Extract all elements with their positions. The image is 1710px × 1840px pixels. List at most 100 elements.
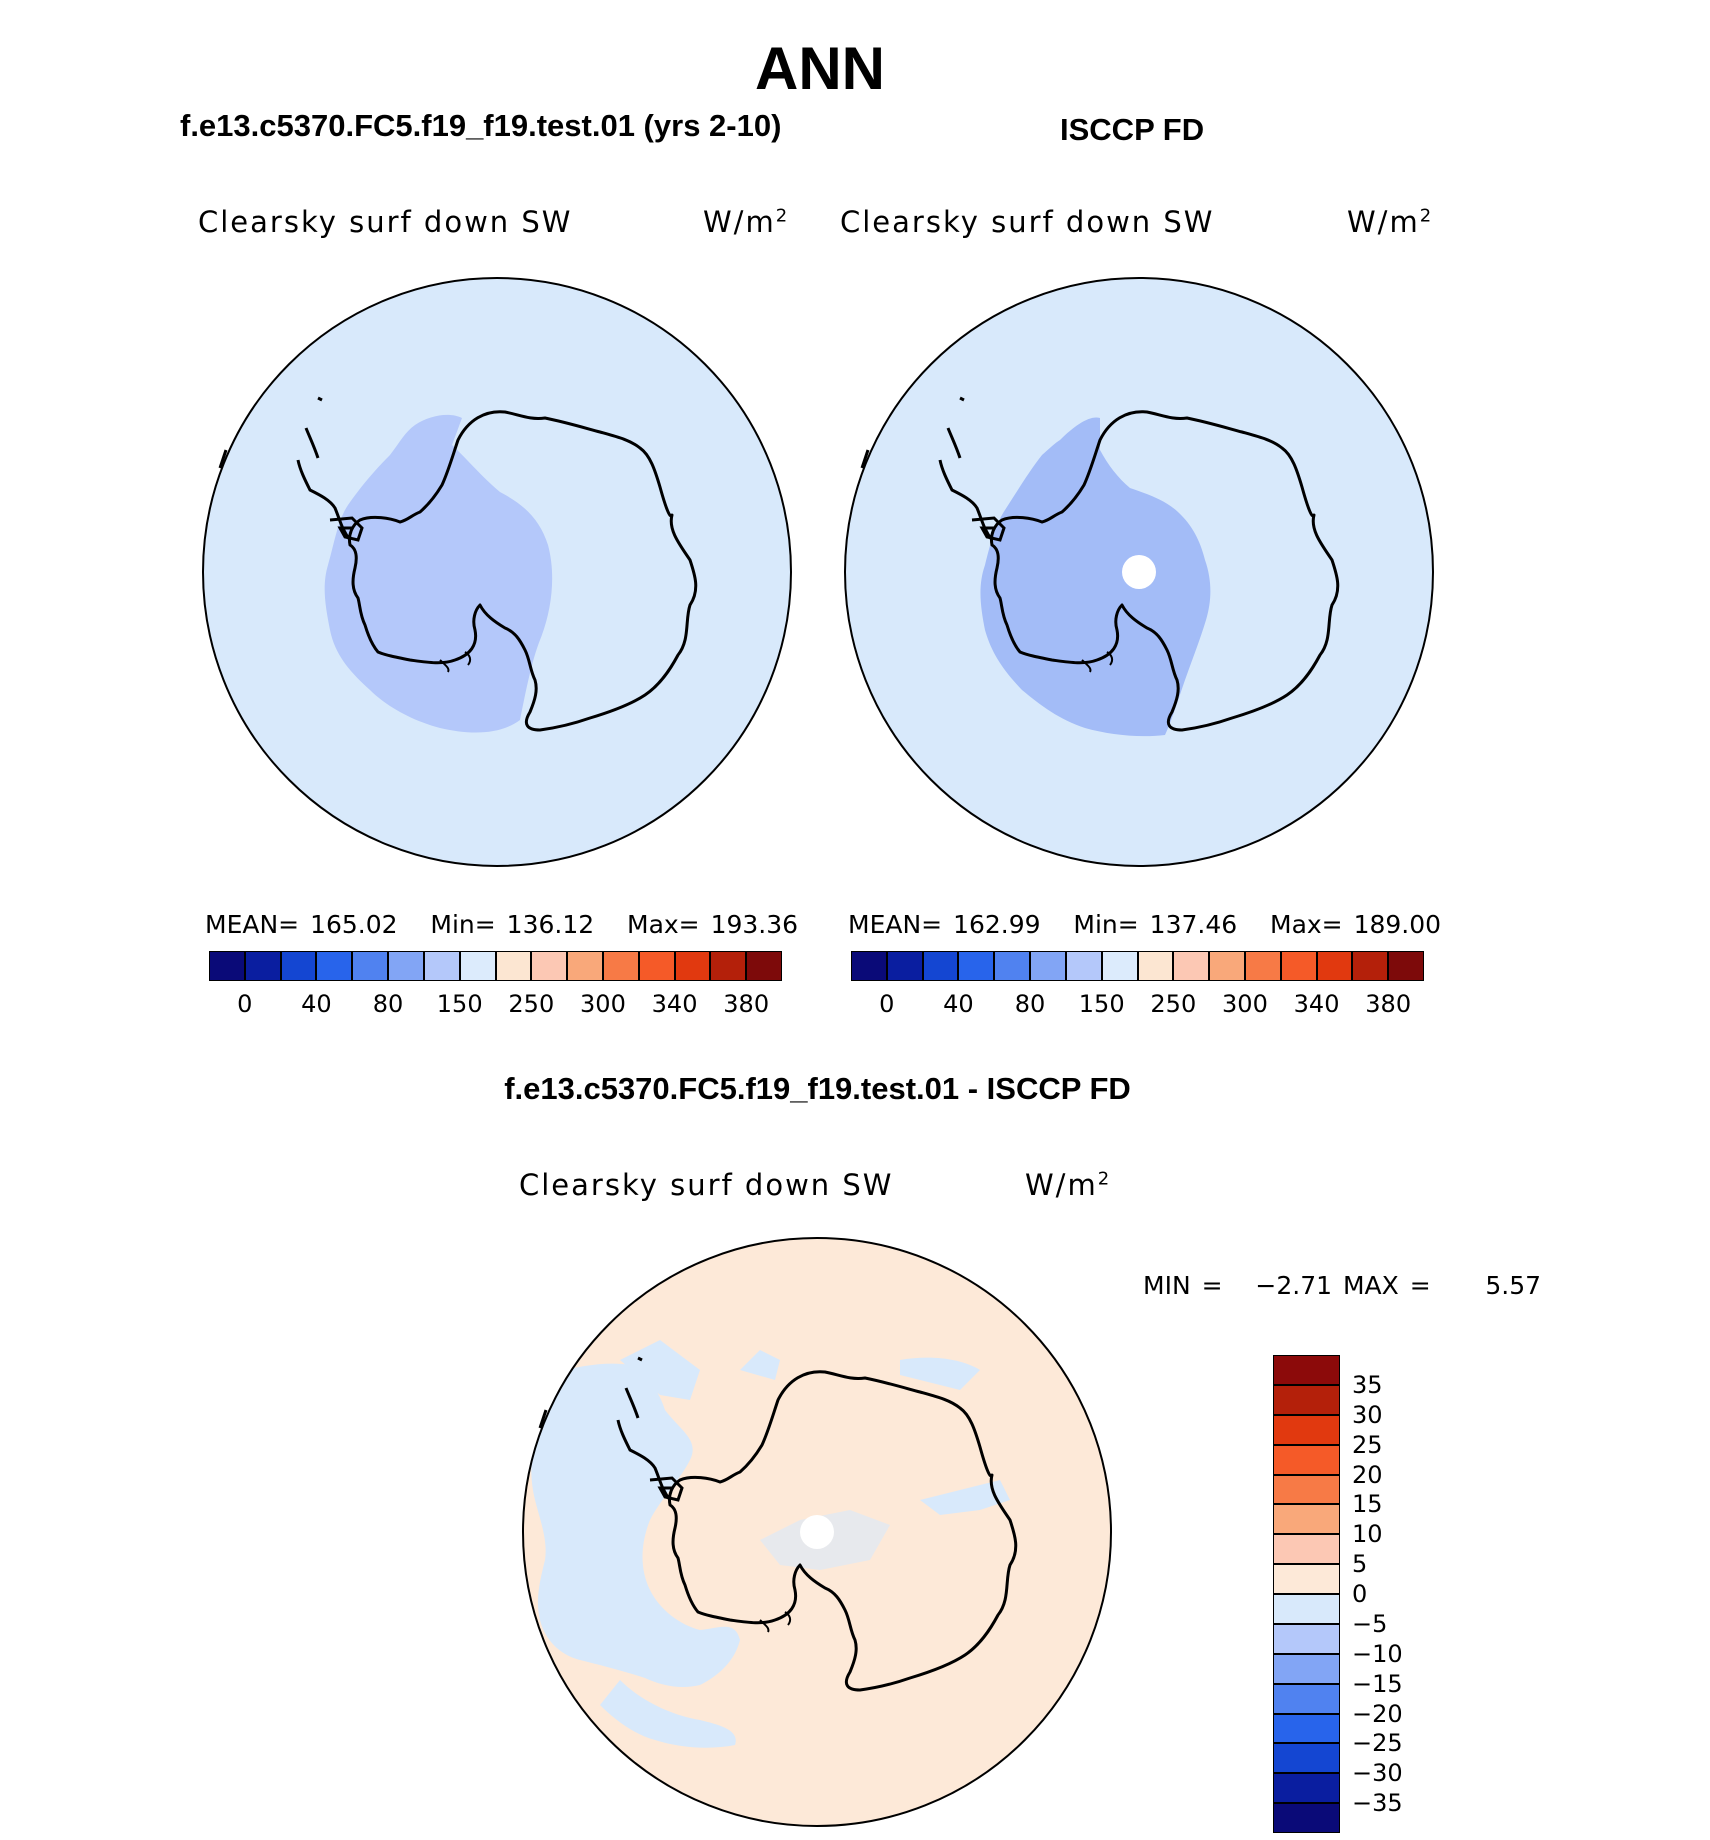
- diff-colorbar-box: [1273, 1384, 1340, 1415]
- diff-colorbar-box: [1273, 1653, 1340, 1684]
- obs-colorbar-tick-label: 250: [1150, 990, 1197, 1018]
- diff-panel-title: f.e13.c5370.FC5.f19_f19.test.01 - ISCCP …: [504, 1071, 1131, 1106]
- diff-colorbar-tick-label: −35: [1352, 1789, 1403, 1818]
- obs-max-value: 189.00: [1353, 910, 1442, 939]
- obs-colorbar-tick-label: 0: [879, 990, 895, 1018]
- obs-colorbar-box: [1065, 951, 1102, 981]
- obs-mean-value: 162.99: [953, 910, 1041, 939]
- diff-colorbar-box: [1273, 1564, 1340, 1594]
- model-colorbar-tick-label: 300: [580, 990, 626, 1018]
- diff-colorbar-box: [1273, 1773, 1340, 1804]
- obs-min-label: Min=: [1073, 910, 1139, 939]
- obs-max-label: Max=: [1270, 910, 1343, 939]
- model-units-label: W/m2: [703, 205, 790, 239]
- diff-colorbar-tick-label: −15: [1352, 1669, 1403, 1698]
- obs-min-value: 137.46: [1149, 910, 1238, 939]
- model-stats: MEAN= 165.02 Min= 136.12 Max= 193.36: [205, 910, 798, 939]
- obs-colorbar-box: [851, 951, 887, 981]
- obs-units-label: W/m2: [1347, 205, 1434, 239]
- model-colorbar-box: [459, 951, 496, 981]
- diff-colorbar-tick-label: −20: [1352, 1699, 1403, 1728]
- obs-colorbar-tick-label: 300: [1222, 990, 1268, 1018]
- obs-variable-label: Clearsky surf down SW: [840, 205, 1215, 239]
- model-colorbar-box: [316, 951, 353, 981]
- obs-colorbar-box: [1173, 951, 1210, 981]
- model-colorbar-tick-label: 0: [237, 990, 253, 1018]
- obs-colorbar-box: [1280, 951, 1317, 981]
- diff-min-value: −2.71: [1255, 1271, 1333, 1300]
- diff-colorbar-box: [1273, 1623, 1340, 1654]
- model-max-label: Max=: [627, 910, 700, 939]
- obs-colorbar-tick-label: 150: [1078, 990, 1125, 1018]
- diff-colorbar-tick-label: 0: [1352, 1580, 1368, 1608]
- model-min-label: Min=: [430, 910, 496, 939]
- model-min-value: 136.12: [506, 910, 595, 939]
- obs-colorbar-box: [1316, 951, 1353, 981]
- obs-colorbar-labels: 0 40 80 150 250 300 340 380: [851, 990, 1424, 1020]
- diff-colorbar-tick-label: 20: [1352, 1460, 1383, 1489]
- obs-colorbar-box: [886, 951, 923, 981]
- model-colorbar-box: [638, 951, 675, 981]
- obs-colorbar-tick-label: 80: [1014, 990, 1046, 1018]
- obs-colorbar-box: [922, 951, 959, 981]
- obs-colorbar-box: [1137, 951, 1174, 981]
- obs-colorbar-box: [1388, 951, 1424, 981]
- model-colorbar-box: [674, 951, 711, 981]
- diff-colorbar-box: [1273, 1414, 1340, 1445]
- model-colorbar-tick-label: 40: [301, 990, 332, 1018]
- model-colorbar-box: [209, 951, 245, 981]
- model-max-value: 193.36: [710, 910, 799, 939]
- obs-colorbar-tick-label: 340: [1293, 990, 1340, 1018]
- model-colorbar-box: [495, 951, 532, 981]
- model-colorbar-tick-label: 340: [651, 990, 698, 1018]
- model-variable-label: Clearsky surf down SW: [198, 205, 573, 239]
- diff-colorbar-tick-label: 5: [1352, 1550, 1368, 1579]
- obs-colorbar-box: [1352, 951, 1389, 981]
- diff-colorbar-tick-label: −30: [1352, 1759, 1403, 1788]
- diff-colorbar-box: [1273, 1355, 1340, 1385]
- diff-colorbar-tick-label: 35: [1352, 1370, 1383, 1399]
- obs-colorbar-box: [958, 951, 995, 981]
- model-mean-value: 165.02: [310, 910, 398, 939]
- diff-colorbar-box: [1273, 1504, 1340, 1535]
- diff-colorbar-box: [1273, 1803, 1340, 1833]
- diff-colorbar-box: [1273, 1713, 1340, 1744]
- diff-min-label: MIN =: [1143, 1271, 1223, 1300]
- model-mean-label: MEAN=: [205, 910, 300, 939]
- obs-panel-title: ISCCP FD: [1060, 112, 1205, 147]
- diff-colorbar-box: [1273, 1743, 1340, 1774]
- model-colorbar-box: [280, 951, 317, 981]
- obs-colorbar-box: [994, 951, 1031, 981]
- model-colorbar-labels: 0 40 80 150 250 300 340 380: [209, 990, 782, 1020]
- diff-colorbar-tick-label: −5: [1352, 1609, 1388, 1638]
- model-colorbar-box: [567, 951, 603, 981]
- diff-colorbar: [1273, 1355, 1340, 1833]
- model-colorbar-box: [388, 951, 424, 981]
- model-colorbar-tick-label: 150: [436, 990, 483, 1018]
- model-panel-title: f.e13.c5370.FC5.f19_f19.test.01 (yrs 2-1…: [180, 108, 782, 143]
- obs-stats: MEAN= 162.99 Min= 137.46 Max= 189.00: [848, 910, 1441, 939]
- diff-colorbar-tick-label: 30: [1352, 1400, 1383, 1429]
- model-colorbar-box: [352, 951, 389, 981]
- figure-title: ANN: [755, 35, 885, 102]
- model-colorbar-box: [746, 951, 782, 981]
- obs-colorbar: [851, 951, 1424, 981]
- model-colorbar-tick-label: 250: [508, 990, 555, 1018]
- model-colorbar-box: [602, 951, 639, 981]
- diff-colorbar-tick-label: −25: [1352, 1729, 1403, 1758]
- obs-colorbar-box: [1244, 951, 1281, 981]
- obs-mean-label: MEAN=: [848, 910, 943, 939]
- diff-colorbar-box: [1273, 1474, 1340, 1505]
- diff-colorbar-box: [1273, 1444, 1340, 1475]
- model-colorbar-box: [423, 951, 460, 981]
- diff-colorbar-tick-label: 10: [1352, 1520, 1383, 1549]
- diff-colorbar-box: [1273, 1594, 1340, 1624]
- diff-max-value: 5.57: [1485, 1271, 1542, 1300]
- diff-colorbar-box: [1273, 1683, 1340, 1714]
- diff-minmax: MIN = −2.71 MAX = 5.57: [1143, 1271, 1541, 1300]
- diff-colorbar-tick-label: 15: [1352, 1490, 1383, 1519]
- model-colorbar-tick-label: 380: [723, 990, 770, 1018]
